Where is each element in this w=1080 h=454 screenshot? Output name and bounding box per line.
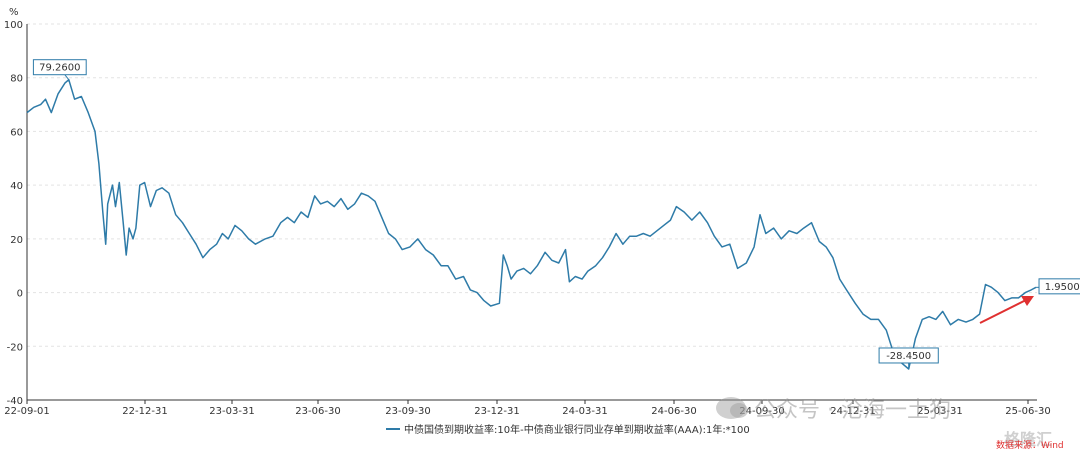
watermark-text: 公众号 · 沧海一土狗 bbox=[754, 398, 951, 423]
y-tick-label: -20 bbox=[7, 342, 23, 353]
x-tick-label: 24-06-30 bbox=[651, 406, 696, 417]
y-tick-label: 80 bbox=[10, 74, 23, 85]
y-tick-label: -40 bbox=[7, 396, 23, 407]
annotation-leader bbox=[64, 74, 70, 81]
x-tick-label: 23-03-31 bbox=[209, 406, 254, 417]
x-tick-label: 22-12-31 bbox=[122, 406, 167, 417]
y-tick-label: 40 bbox=[10, 181, 23, 192]
x-axis: 22-09-01 22-12-31 23-03-31 23-06-30 23-09-30… bbox=[4, 399, 1051, 417]
x-tick-label: 23-06-30 bbox=[295, 406, 340, 417]
x-tick-label: 25-03-31 bbox=[917, 406, 962, 417]
y-tick-label: 100 bbox=[4, 20, 23, 31]
y-unit-label: % bbox=[9, 7, 19, 18]
series-group bbox=[26, 78, 1037, 370]
legend[interactable]: 中债国债到期收益率:10年-中债商业银行同业存单到期收益率(AAA):1年:*1… bbox=[386, 421, 750, 436]
x-tick-label: 24-09-30 bbox=[739, 406, 784, 417]
x-tick-label: 23-09-30 bbox=[385, 406, 430, 417]
annotation-box bbox=[878, 347, 939, 364]
annotation-label: -28.4500 bbox=[886, 351, 931, 362]
annotations: 79.2600 -28.4500 1.9500 bbox=[32, 59, 1080, 369]
brand-watermark: 格隆汇 bbox=[1004, 430, 1053, 449]
grid-lines bbox=[27, 23, 1037, 347]
x-tick-label: 24-12-31 bbox=[830, 406, 875, 417]
annotation-box bbox=[1038, 278, 1080, 295]
wechat-icon bbox=[716, 397, 748, 419]
series-line bbox=[26, 78, 1037, 370]
y-tick-label: 0 bbox=[17, 289, 23, 300]
x-tick-label: 25-06-30 bbox=[1005, 406, 1050, 417]
trend-arrow bbox=[979, 296, 1034, 324]
x-tick-label: 23-12-31 bbox=[474, 406, 519, 417]
annotation-box bbox=[32, 59, 87, 76]
y-axis: -40 -20 0 20 40 60 80 100 bbox=[4, 20, 28, 407]
y-tick-label: 20 bbox=[10, 235, 23, 246]
annotation-label: 79.2600 bbox=[39, 63, 80, 74]
legend-swatch bbox=[386, 427, 400, 430]
y-tick-label: 60 bbox=[10, 127, 23, 138]
x-tick-label: 22-09-01 bbox=[4, 406, 49, 417]
x-tick-label: 24-03-31 bbox=[562, 406, 607, 417]
annotation-label: 1.9500 bbox=[1045, 282, 1080, 293]
legend-label: 中债国债到期收益率:10年-中债商业银行同业存单到期收益率(AAA):1年:*1… bbox=[404, 425, 750, 436]
source-note: 数据来源：Wind bbox=[996, 441, 1064, 451]
watermark: 公众号 · 沧海一土狗 bbox=[716, 392, 951, 424]
